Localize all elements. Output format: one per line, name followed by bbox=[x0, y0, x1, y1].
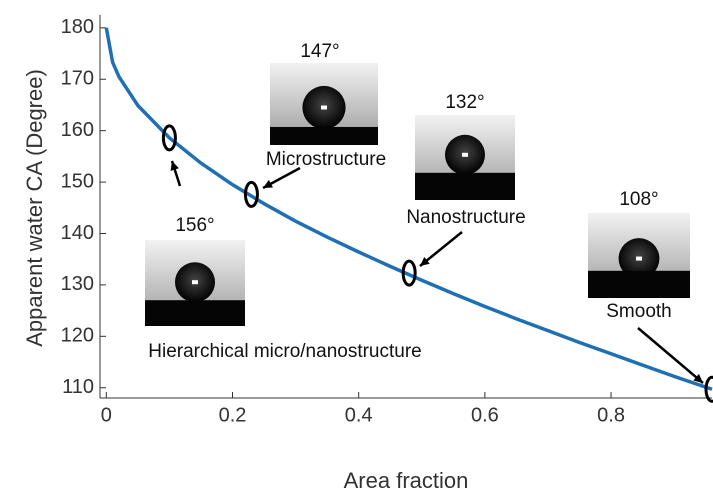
highlight bbox=[321, 106, 327, 110]
droplet-photo bbox=[415, 115, 515, 200]
structure-label: Microstructure bbox=[266, 149, 386, 170]
y-tick-label: 150 bbox=[61, 170, 94, 192]
angle-label: 108° bbox=[619, 189, 658, 210]
substrate bbox=[415, 173, 515, 200]
y-tick-label: 120 bbox=[61, 325, 94, 347]
angle-label: 156° bbox=[175, 215, 214, 236]
highlight bbox=[192, 280, 198, 284]
x-tick-label: 0.2 bbox=[219, 404, 247, 426]
y-tick-label: 160 bbox=[61, 119, 94, 141]
y-tick-label: 130 bbox=[61, 273, 94, 295]
droplet-photo bbox=[588, 213, 690, 298]
y-tick-label: 140 bbox=[61, 222, 94, 244]
y-tick-label: 110 bbox=[62, 376, 94, 398]
substrate bbox=[145, 300, 245, 326]
droplet-photo bbox=[145, 240, 245, 326]
y-tick-label: 170 bbox=[61, 68, 94, 90]
angle-label: 132° bbox=[445, 92, 484, 113]
substrate bbox=[270, 127, 378, 145]
substrate bbox=[588, 271, 690, 298]
structure-label: Hierarchical micro/nanostructure bbox=[148, 341, 422, 362]
x-tick-label: 0.6 bbox=[471, 404, 499, 426]
droplet-photo bbox=[270, 63, 378, 145]
angle-label: 147° bbox=[300, 41, 339, 62]
arrow-head bbox=[171, 161, 179, 171]
y-axis-label: Apparent water CA (Degree) bbox=[22, 69, 47, 347]
highlight bbox=[636, 257, 642, 261]
x-axis-label: Area fraction bbox=[344, 468, 469, 493]
structure-label: Smooth bbox=[606, 301, 671, 322]
x-tick-label: 0 bbox=[101, 404, 112, 426]
x-tick-label: 0.4 bbox=[345, 404, 373, 426]
chart: Area fraction Apparent water CA (Degree)… bbox=[0, 0, 713, 496]
structure-label: Nanostructure bbox=[406, 207, 525, 228]
y-tick-label: 180 bbox=[61, 16, 94, 38]
highlight bbox=[462, 153, 468, 157]
x-tick-label: 0.8 bbox=[597, 404, 625, 426]
